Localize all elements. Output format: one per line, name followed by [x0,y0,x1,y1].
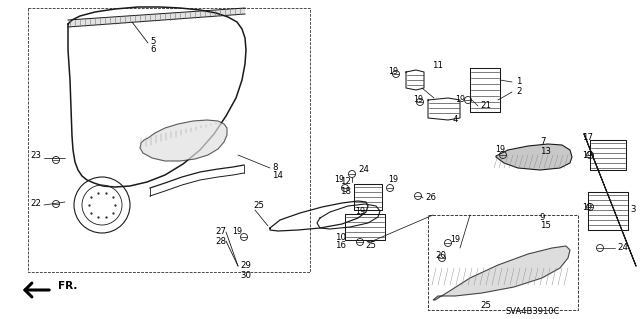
Text: 17: 17 [582,133,593,143]
Text: 19: 19 [232,227,242,236]
Text: 25: 25 [253,202,264,211]
Polygon shape [140,120,227,161]
Polygon shape [68,8,245,27]
Text: 16: 16 [335,241,346,250]
Text: 19: 19 [413,95,423,105]
Text: 2: 2 [516,87,522,97]
Text: 25: 25 [365,241,376,249]
Text: 9: 9 [540,213,545,222]
Text: 27: 27 [215,227,226,236]
Text: 29: 29 [240,262,251,271]
Text: 8: 8 [272,164,278,173]
Text: 18: 18 [340,187,351,196]
Text: 23: 23 [30,152,41,160]
Text: 19: 19 [388,175,398,184]
Text: 13: 13 [540,147,551,157]
Text: 20: 20 [435,250,446,259]
Text: 7: 7 [540,137,545,146]
Text: 21: 21 [480,101,491,110]
Text: SVA4B3910C: SVA4B3910C [506,308,561,316]
Text: 19: 19 [450,235,460,244]
Text: 6: 6 [150,46,156,55]
Text: 5: 5 [150,38,156,47]
Text: 19: 19 [388,68,398,77]
Polygon shape [433,246,570,300]
Text: 28: 28 [215,236,226,246]
Text: 1: 1 [516,78,522,86]
Text: 30: 30 [240,271,251,279]
Polygon shape [496,144,572,170]
Text: 22: 22 [30,198,41,207]
Text: FR.: FR. [58,281,77,291]
Text: 10: 10 [335,234,346,242]
Text: 24: 24 [617,243,628,253]
Text: 19: 19 [334,175,344,184]
Text: 25: 25 [480,301,491,310]
Text: 11: 11 [432,62,443,70]
Text: 19: 19 [495,145,505,154]
Text: 14: 14 [272,172,283,181]
Text: 15: 15 [540,221,551,231]
Text: 19: 19 [582,152,592,160]
Text: 12: 12 [340,177,351,187]
Text: 3: 3 [630,205,636,214]
Text: 26: 26 [425,194,436,203]
Text: 19: 19 [355,207,365,217]
Text: 19: 19 [455,95,465,105]
Text: 19: 19 [582,204,592,212]
Text: 4: 4 [453,115,458,124]
Text: 24: 24 [358,166,369,174]
